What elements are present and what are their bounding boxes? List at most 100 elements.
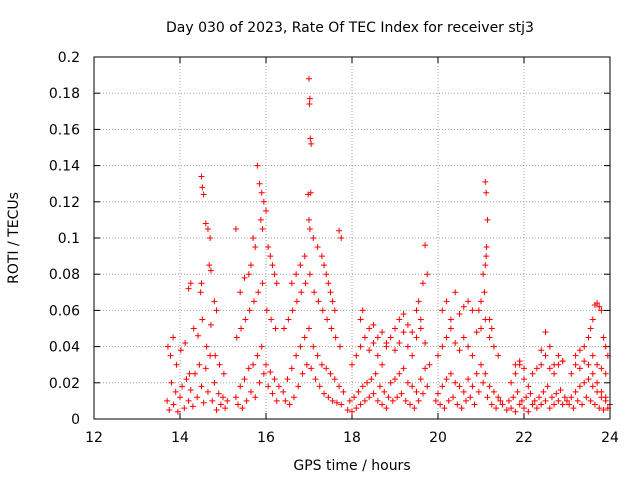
data-point — [454, 401, 461, 408]
data-point — [483, 244, 490, 251]
data-point — [508, 405, 515, 412]
data-point — [222, 405, 229, 412]
data-point — [306, 101, 313, 108]
data-point — [327, 370, 334, 377]
data-point — [196, 361, 203, 368]
y-tick-label: 0.2 — [58, 50, 80, 66]
data-point — [374, 397, 381, 404]
data-point — [381, 388, 388, 395]
data-point — [331, 307, 338, 314]
data-point — [290, 394, 297, 401]
data-point — [182, 339, 189, 346]
data-point — [529, 401, 536, 408]
data-point — [173, 361, 180, 368]
data-point — [536, 394, 543, 401]
data-point — [204, 225, 211, 232]
y-axis-ticks: 0 0.02 0.04 0.06 0.08 0.1 0.12 0.14 0.16 0.18 0.2 — [49, 50, 610, 428]
data-point — [301, 334, 308, 341]
data-point — [585, 361, 592, 368]
data-point — [318, 253, 325, 260]
data-point — [306, 271, 313, 278]
data-point — [260, 198, 267, 205]
data-point — [409, 352, 416, 359]
data-point — [310, 235, 317, 241]
data-point — [538, 361, 545, 368]
data-point — [518, 397, 525, 404]
data-point — [407, 401, 414, 408]
data-point — [235, 401, 242, 408]
data-point — [475, 307, 482, 314]
data-point — [591, 401, 598, 408]
data-point — [394, 394, 401, 401]
data-point — [250, 298, 257, 305]
data-point — [233, 334, 240, 341]
data-point — [413, 307, 420, 314]
data-point — [197, 289, 204, 296]
data-point — [263, 207, 269, 214]
y-axis-label: ROTI / TECUs — [6, 192, 22, 284]
data-point — [213, 307, 220, 314]
data-point — [475, 388, 482, 395]
data-point — [396, 339, 403, 346]
data-point — [273, 397, 280, 404]
data-point — [213, 406, 220, 413]
data-point — [307, 135, 314, 142]
data-point — [321, 390, 328, 397]
data-point — [387, 379, 394, 386]
data-point — [327, 289, 334, 296]
data-point — [452, 339, 459, 346]
data-point — [258, 343, 265, 350]
data-point — [602, 370, 609, 377]
data-point — [216, 361, 223, 368]
data-point — [589, 370, 596, 377]
data-point — [344, 406, 351, 413]
data-point — [551, 370, 558, 377]
data-point — [596, 303, 603, 310]
data-point — [289, 307, 296, 314]
data-point — [187, 387, 194, 394]
data-point — [546, 365, 553, 372]
x-tick-label: 24 — [601, 430, 619, 446]
data-point — [295, 383, 302, 390]
data-point — [594, 300, 601, 307]
x-tick-label: 20 — [429, 430, 447, 446]
data-point — [587, 397, 594, 404]
data-point — [379, 329, 386, 336]
data-point — [469, 352, 476, 359]
data-point — [286, 401, 293, 408]
y-tick-label: 0.18 — [49, 86, 80, 102]
data-point — [189, 403, 196, 410]
data-point — [315, 298, 322, 305]
data-point — [525, 408, 532, 415]
data-point — [447, 316, 454, 323]
data-point — [551, 361, 558, 368]
data-point — [314, 244, 321, 251]
data-point — [252, 394, 259, 401]
data-point — [456, 347, 463, 354]
data-point — [346, 397, 353, 404]
data-point — [419, 280, 426, 287]
data-point — [572, 388, 579, 395]
data-point — [555, 397, 562, 404]
data-point — [482, 262, 489, 269]
data-point — [379, 361, 386, 368]
data-point — [355, 388, 362, 395]
data-point — [297, 262, 304, 269]
data-point — [288, 365, 295, 372]
data-point — [195, 332, 202, 339]
data-point — [452, 289, 459, 296]
data-point — [546, 405, 553, 412]
data-point — [469, 383, 476, 390]
data-point — [521, 365, 527, 372]
data-point — [370, 390, 377, 397]
data-point — [202, 220, 209, 227]
data-point — [220, 394, 226, 401]
data-point — [564, 397, 570, 404]
data-point — [411, 405, 418, 412]
data-point — [483, 253, 490, 260]
data-point — [257, 216, 264, 223]
data-point — [207, 267, 214, 274]
data-point — [551, 401, 558, 408]
data-point — [505, 397, 512, 404]
